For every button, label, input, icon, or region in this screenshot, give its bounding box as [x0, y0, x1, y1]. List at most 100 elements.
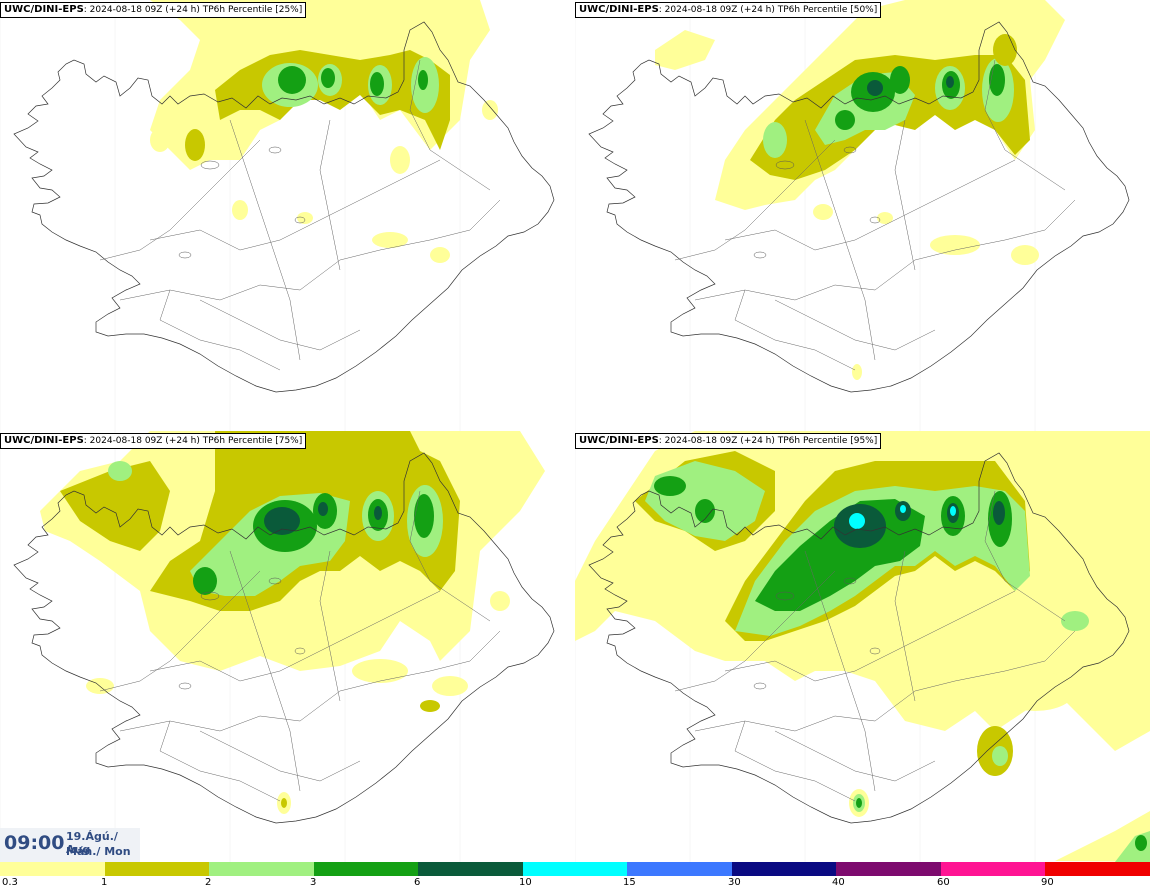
colorbar-swatch: [1045, 862, 1150, 876]
colorbar-swatch: [522, 862, 628, 876]
colorbar-swatch: [627, 862, 732, 876]
precip-area: [867, 80, 883, 96]
map-panel-p25: UWC/DINI-EPS: 2024-08-18 09Z (+24 h) TP6…: [0, 0, 575, 431]
colorbar-tick-label: 6: [414, 877, 421, 888]
precip-area: [305, 641, 325, 657]
precip-area: [1135, 835, 1147, 851]
precip-area: [297, 212, 313, 224]
precip-area: [993, 34, 1017, 66]
precip-area: [108, 461, 132, 481]
precip-area: [655, 30, 715, 70]
road-line: [694, 199, 1076, 301]
colorbar-tick-label: 90: [1041, 877, 1054, 888]
lake-outline: [753, 682, 767, 690]
precip-colorbar: [0, 862, 1150, 876]
precip-area: [432, 676, 468, 696]
lake-outline: [753, 251, 767, 259]
precip-area: [695, 499, 715, 523]
precip-area: [150, 128, 170, 152]
road-line: [724, 590, 1016, 682]
road-line: [674, 139, 836, 261]
precip-area: [281, 798, 287, 808]
colorbar-swatch: [731, 862, 837, 876]
precip-area: [236, 633, 260, 653]
precip-area: [993, 501, 1005, 525]
precip-area: [185, 129, 205, 161]
road-line: [694, 630, 1076, 732]
lake-outline: [869, 647, 881, 655]
lake-outline: [869, 216, 881, 224]
lake-outline: [268, 146, 282, 154]
precip-area: [849, 513, 865, 529]
lake-outline: [294, 216, 306, 224]
colorbar-swatch: [0, 862, 105, 876]
precip-area: [946, 76, 954, 88]
precip-area: [420, 700, 440, 712]
road-line: [149, 159, 441, 251]
coastline: [13, 452, 555, 824]
panel-title: UWC/DINI-EPS: 2024-08-18 09Z (+24 h) TP6…: [575, 433, 882, 449]
road-line: [984, 59, 1066, 191]
precip-area: [370, 72, 384, 96]
road-line: [804, 550, 876, 792]
precip-area: [430, 247, 450, 263]
road-line: [409, 59, 491, 191]
road-line: [724, 159, 1016, 251]
lake-outline: [843, 577, 857, 585]
road-line: [894, 119, 916, 271]
precip-area: [482, 100, 498, 120]
map-panel-p95: UWC/DINI-EPS: 2024-08-18 09Z (+24 h) TP6…: [575, 431, 1150, 862]
colorbar-tick-label: 2: [205, 877, 212, 888]
precip-area: [264, 507, 300, 535]
road-line: [774, 730, 936, 782]
colorbar-swatch: [940, 862, 1046, 876]
precip-area: [950, 506, 956, 516]
precip-area: [278, 66, 306, 94]
lake-outline: [843, 146, 857, 154]
road-line: [229, 550, 301, 792]
road-line: [99, 570, 261, 692]
lake-outline: [268, 577, 282, 585]
precip-area: [318, 502, 328, 516]
colorbar-swatch: [418, 862, 523, 876]
precip-area: [193, 567, 217, 595]
precip-area: [372, 232, 408, 248]
precip-area: [390, 146, 410, 174]
precip-area: [890, 66, 910, 94]
precip-area: [654, 476, 686, 496]
road-line: [159, 720, 281, 802]
coastline: [588, 452, 1130, 824]
coastline: [588, 21, 1130, 393]
road-line: [674, 570, 836, 692]
precip-area: [856, 798, 862, 808]
colorbar-tick-label: 0.3: [2, 877, 18, 888]
colorbar-tick-label: 60: [937, 877, 950, 888]
precip-area: [1095, 641, 1135, 701]
colorbar-swatch: [836, 862, 941, 876]
colorbar-tick-label: 1: [101, 877, 108, 888]
lake-outline: [775, 591, 795, 601]
precip-area: [352, 659, 408, 683]
precip-area: [321, 68, 335, 88]
lake-outline: [294, 647, 306, 655]
road-line: [159, 289, 281, 371]
precip-area: [900, 505, 906, 513]
precip-area: [418, 70, 428, 90]
precip-area: [992, 746, 1008, 766]
road-line: [119, 199, 501, 301]
colorbar-swatch: [104, 862, 210, 876]
road-line: [984, 490, 1066, 622]
map-panel-p50: UWC/DINI-EPS: 2024-08-18 09Z (+24 h) TP6…: [575, 0, 1150, 431]
road-line: [119, 630, 501, 732]
coastline: [13, 21, 555, 393]
road-line: [734, 289, 856, 371]
precip-area: [490, 591, 510, 611]
precip-area: [60, 461, 170, 551]
valid-date: 19.Ágú./ Aug: [66, 830, 118, 856]
iceland-map: [575, 431, 1150, 862]
precip-area: [877, 212, 893, 224]
lake-outline: [200, 591, 220, 601]
road-line: [319, 119, 341, 271]
valid-time: 09:00: [4, 832, 65, 854]
colorbar-tick-label: 3: [310, 877, 317, 888]
